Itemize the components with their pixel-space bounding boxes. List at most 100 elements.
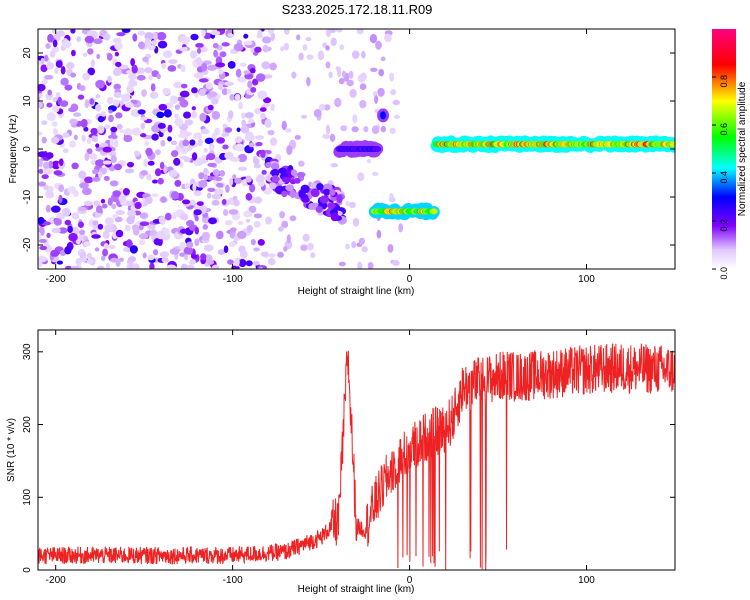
heatmap-cell [104,224,114,233]
heatmap-cell [296,171,306,178]
colorbar-tick-label: 0.6 [719,123,729,136]
heatmap-cell [71,212,80,220]
heatmap-cell [141,89,148,97]
heatmap-cell [257,238,265,246]
heatmap-cell [181,147,190,152]
y-tick-label: 300 [22,343,33,360]
snr-frame [37,329,676,571]
heatmap-cell [170,150,179,158]
heatmap-cell [56,260,63,265]
heatmap-cell [208,217,217,225]
heatmap-cell [373,146,382,152]
heatmap-cell [228,110,234,119]
heatmap-cell [212,169,220,177]
heatmap-cell [179,252,186,257]
heatmap-cell [80,257,88,263]
heatmap-cell [50,136,60,144]
heatmap-cell [140,116,148,121]
heatmap-cell [283,246,288,252]
heatmap-cell [305,36,312,42]
y-tick-label: 200 [22,416,33,433]
heatmap-cell [75,257,82,266]
heatmap-cell [334,97,342,108]
heatmap-cell [101,203,108,209]
heatmap-cell [131,64,138,74]
heatmap-cell [140,133,147,138]
heatmap-cell [180,213,189,221]
heatmap-cell [167,65,177,72]
heatmap-cell [330,212,339,222]
heatmap-cell [116,123,123,130]
heatmap-cell [144,140,149,147]
heatmap-cell [127,263,135,269]
heatmap-cell [203,147,208,153]
x-tick-label: 0 [407,274,413,285]
heatmap-cell [105,262,110,269]
colorbar-tick-label: 0.8 [719,75,729,88]
heatmap-cell [71,162,79,170]
heatmap-cell [238,101,244,110]
heatmap-cell [98,171,103,179]
heatmap-cell [206,192,212,199]
heatmap-cell [90,59,95,68]
heatmap-cell [281,220,289,229]
heatmap-cell [200,253,207,261]
heatmap-cell [219,51,227,58]
heatmap-cell [207,162,217,167]
chart-title: S233.2025.172.18.11.R09 [281,2,433,17]
heatmap-cell [253,157,260,165]
heatmap-cell [179,241,186,251]
heatmap-cell [158,103,168,111]
heatmap-cell [338,261,346,267]
heatmap-cell [203,174,209,181]
heatmap-cell [203,244,214,252]
heatmap-cell [124,101,134,108]
heatmap-cell [102,230,110,239]
heatmap-cell [380,111,387,120]
heatmap-cell [245,175,252,183]
heatmap-cell [44,74,54,80]
heatmap-cell [221,132,230,137]
heatmap-cell [62,148,69,154]
heatmap-cell [70,29,76,34]
heatmap-cell [55,91,61,98]
heatmap-cell [109,180,119,187]
heatmap-cell [45,152,54,159]
heatmap-cell [169,95,179,104]
heatmap-cell [157,177,164,185]
heatmap-cell [38,181,47,187]
heatmap-cell [206,64,217,71]
heatmap-cell [189,259,196,265]
heatmap-cell [48,191,54,199]
heatmap-cell [211,98,219,105]
heatmap-cell [111,203,117,210]
heatmap-cell [58,184,65,193]
heatmap-cell [367,262,374,269]
heatmap-cell [310,252,316,259]
heatmap-cell [225,184,230,193]
heatmap-cell [90,30,98,39]
snr-panel: -200 -100 0 100 0 100 200 300 Height of straig… [6,329,676,595]
heatmap-cell [147,160,155,166]
heatmap-cell [131,224,139,232]
heatmap-cell [69,118,78,125]
heatmap-cell [145,196,153,204]
heatmap-cell [247,80,253,89]
heatmap-cell [156,31,167,41]
heatmap-cell [211,199,220,206]
heatmap-cell [95,79,105,89]
heatmap-cell [81,187,92,196]
heatmap-cell [124,168,135,174]
heatmap-cell [70,265,80,269]
heatmap-cell [221,42,230,47]
heatmap-cell [345,243,350,250]
heatmap-cell [169,248,180,255]
heatmap-cell [285,184,295,192]
heatmap-cell [301,197,310,203]
heatmap-cell [224,151,234,160]
heatmap-cell [211,264,220,269]
heatmap-cell [157,122,166,129]
heatmap-cell [250,46,255,53]
heatmap-cell [137,67,145,74]
heatmap-cell [52,105,60,113]
